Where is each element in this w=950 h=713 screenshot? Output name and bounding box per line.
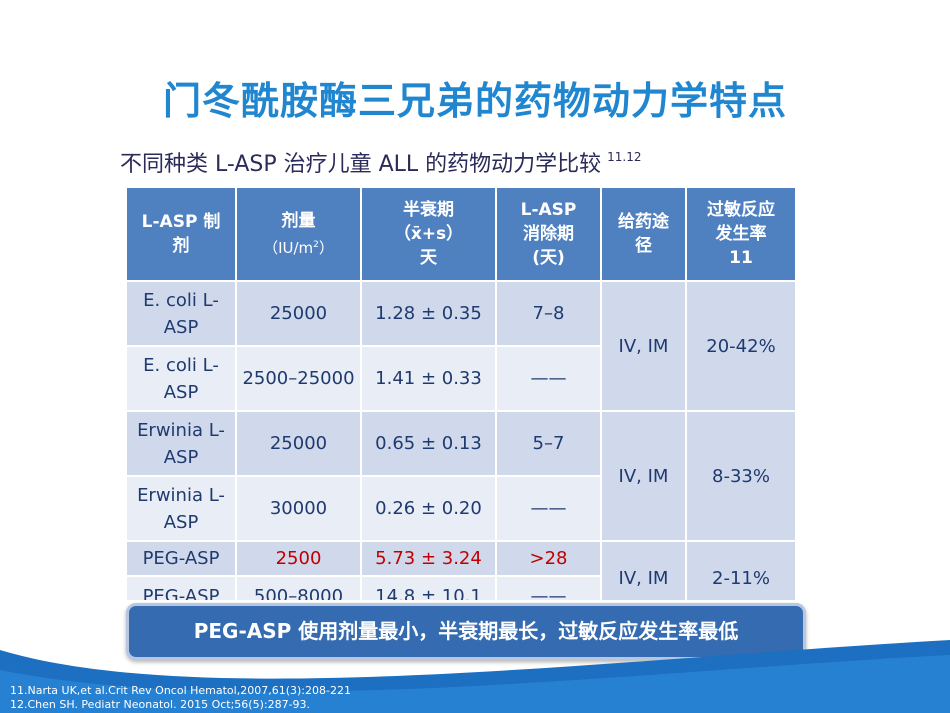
- cell-dose: 2500–25000: [235, 345, 362, 412]
- table-row: E. coli L-ASP 2500–25000 1.41 ± 0.33 ——: [125, 345, 795, 412]
- cell-route: IV, IM: [600, 540, 687, 600]
- header-formulation: L-ASP 制剂: [125, 186, 237, 282]
- cell-dose: 25000: [235, 410, 362, 477]
- reference-item: 12.Chen SH. Pediatr Neonatol. 2015 Oct;5…: [10, 698, 311, 711]
- cell-formulation: PEG-ASP: [125, 575, 237, 600]
- pk-table-container: L-ASP 制剂 剂量 （IU/m2） 半衰期 （x̄+s）天 L-ASP 消除期 (天…: [125, 186, 795, 600]
- cell-formulation: Erwinia L-ASP: [125, 475, 237, 542]
- header-route: 给药途径: [600, 186, 687, 282]
- cell-clearance: 5–7: [495, 410, 602, 477]
- subtitle-text: 不同种类 L-ASP 治疗儿童 ALL 的药物动力学比较: [120, 152, 602, 177]
- subtitle-citation: 11.12: [607, 150, 642, 164]
- cell-dose: 30000: [235, 475, 362, 542]
- slide-title: 门冬酰胺酶三兄弟的药物动力学特点: [162, 79, 787, 123]
- references: 11.Narta UK,et al.Crit Rev Oncol Hematol…: [10, 684, 351, 712]
- cell-formulation: E. coli L-ASP: [125, 280, 237, 347]
- cell-allergy: 20-42%: [685, 280, 795, 412]
- cell-halflife: 0.65 ± 0.13: [360, 410, 497, 477]
- cell-halflife: 5.73 ± 3.24: [360, 540, 497, 577]
- cell-formulation: PEG-ASP: [125, 540, 237, 577]
- header-clearance: L-ASP 消除期 (天): [495, 186, 602, 282]
- cell-clearance: ——: [495, 345, 602, 412]
- summary-callout: PEG-ASP 使用剂量最小，半衰期最长，过敏反应发生率最低: [126, 603, 806, 660]
- cell-halflife: 1.41 ± 0.33: [360, 345, 497, 412]
- table-row: Erwinia L-ASP 30000 0.26 ± 0.20 ——: [125, 475, 795, 542]
- cell-formulation: E. coli L-ASP: [125, 345, 237, 412]
- cell-clearance: >28: [495, 540, 602, 577]
- header-dose: 剂量 （IU/m2）: [235, 186, 362, 282]
- header-halflife: 半衰期 （x̄+s）天: [360, 186, 497, 282]
- cell-halflife: 0.26 ± 0.20: [360, 475, 497, 542]
- slide-subtitle: 不同种类 L-ASP 治疗儿童 ALL 的药物动力学比较 11.12: [120, 146, 642, 178]
- cell-dose: 2500: [235, 540, 362, 577]
- cell-dose: 25000: [235, 280, 362, 347]
- table-row: Erwinia L-ASP 25000 0.65 ± 0.13 5–7 IV, …: [125, 410, 795, 542]
- header-allergy: 过敏反应 发生率 11: [685, 186, 795, 282]
- cell-dose: 500–8000: [235, 575, 362, 600]
- cell-allergy: 2-11%: [685, 540, 795, 600]
- table-row: E. coli L-ASP 25000 1.28 ± 0.35 7–8 IV, …: [125, 280, 795, 412]
- table-row: PEG-ASP 2500 5.73 ± 3.24 >28 IV, IM 2-11…: [125, 540, 795, 600]
- footer-wave-decoration: [0, 640, 950, 713]
- pk-comparison-table: L-ASP 制剂 剂量 （IU/m2） 半衰期 （x̄+s）天 L-ASP 消除期 (天…: [125, 186, 795, 600]
- cell-route: IV, IM: [600, 410, 687, 542]
- cell-formulation: Erwinia L-ASP: [125, 410, 237, 477]
- cell-halflife: 1.28 ± 0.35: [360, 280, 497, 347]
- cell-clearance: ——: [495, 475, 602, 542]
- cell-clearance: ——: [495, 575, 602, 600]
- cell-allergy: 8-33%: [685, 410, 795, 542]
- reference-item: 11.Narta UK,et al.Crit Rev Oncol Hematol…: [10, 684, 351, 697]
- cell-clearance: 7–8: [495, 280, 602, 347]
- cell-route: IV, IM: [600, 280, 687, 412]
- cell-halflife: 14.8 ± 10.1: [360, 575, 497, 600]
- table-header-row: L-ASP 制剂 剂量 （IU/m2） 半衰期 （x̄+s）天 L-ASP 消除期 (天…: [125, 186, 795, 282]
- table-row: PEG-ASP 500–8000 14.8 ± 10.1 ——: [125, 575, 795, 600]
